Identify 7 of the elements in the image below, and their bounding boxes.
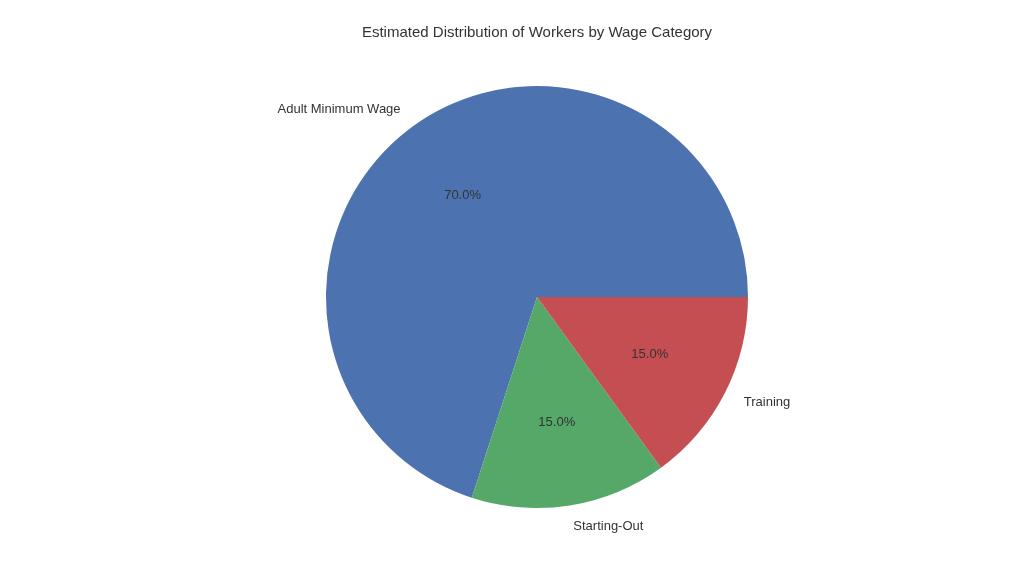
data-label: 15.0% [631, 346, 669, 362]
data-label: 15.0% [538, 414, 576, 430]
slice-label: Starting-Out [573, 518, 644, 534]
slice-label: Training [743, 394, 791, 410]
slice-label: Adult Minimum Wage [277, 101, 401, 117]
data-label: 70.0% [444, 186, 482, 202]
chart-title: Estimated Distribution of Workers by Wage Category [361, 23, 713, 40]
